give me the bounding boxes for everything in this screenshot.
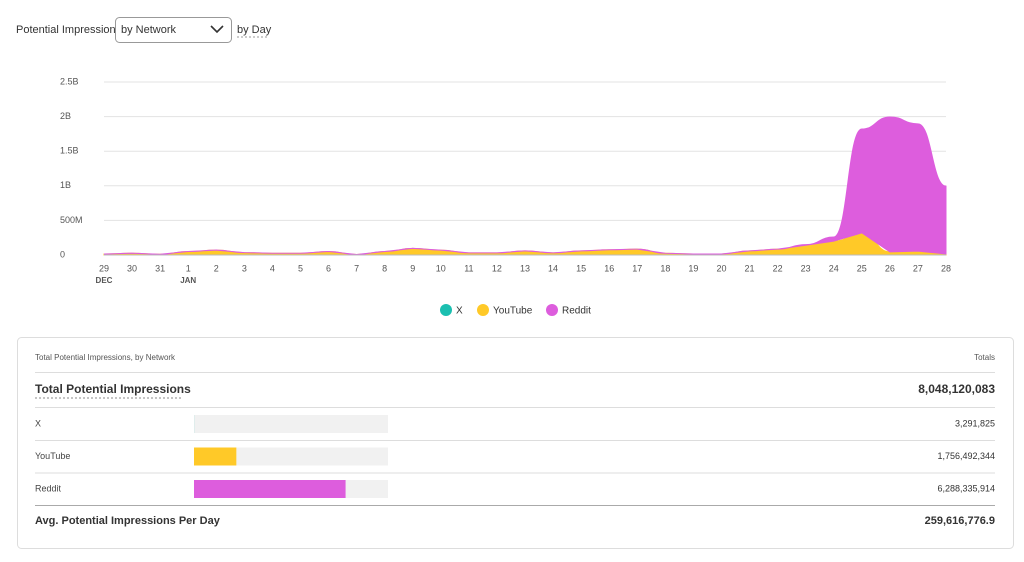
y-tick-label: 0 <box>60 249 65 259</box>
x-tick-label: 26 <box>885 263 895 273</box>
x-tick-label: 30 <box>127 263 137 273</box>
x-tick-label: 5 <box>298 263 303 273</box>
legend-label: X <box>456 306 463 317</box>
bar <box>194 480 346 498</box>
legend-swatch <box>440 304 452 316</box>
x-tick-label: 10 <box>436 263 446 273</box>
y-tick-label: 2.5B <box>60 76 79 86</box>
select-value[interactable]: by Network <box>121 24 177 36</box>
total-label[interactable]: Total Potential Impressions <box>35 382 191 396</box>
x-tick-label: 28 <box>941 263 951 273</box>
average-label: Avg. Potential Impressions Per Day <box>35 515 221 527</box>
x-tick-label: 19 <box>688 263 698 273</box>
x-tick-label: 17 <box>632 263 642 273</box>
legend-swatch <box>546 304 558 316</box>
x-tick-label: 1 <box>186 263 191 273</box>
y-tick-label: 1.5B <box>60 146 79 156</box>
x-tick-label: 6 <box>326 263 331 273</box>
x-month-label: JAN <box>180 276 196 285</box>
x-tick-label: 27 <box>913 263 923 273</box>
x-tick-label: 16 <box>604 263 614 273</box>
legend-label: Reddit <box>562 306 591 317</box>
y-tick-label: 2B <box>60 111 71 121</box>
x-tick-label: 20 <box>716 263 726 273</box>
x-tick-label: 2 <box>214 263 219 273</box>
row-label: X <box>35 418 41 428</box>
row-value: 1,756,492,344 <box>937 451 995 461</box>
x-month-label: DEC <box>96 276 113 285</box>
x-tick-label: 3 <box>242 263 247 273</box>
row-value: 3,291,825 <box>955 418 995 428</box>
total-value: 8,048,120,083 <box>918 382 995 396</box>
x-tick-label: 25 <box>857 263 867 273</box>
legend-swatch <box>477 304 489 316</box>
legend-label: YouTube <box>493 306 533 317</box>
x-tick-label: 23 <box>801 263 811 273</box>
period-toggle[interactable]: by Day <box>237 24 272 36</box>
x-tick-label: 18 <box>660 263 670 273</box>
row-label: YouTube <box>35 451 70 461</box>
row-value: 6,288,335,914 <box>937 483 995 493</box>
x-tick-label: 8 <box>382 263 387 273</box>
x-tick-label: 7 <box>354 263 359 273</box>
y-tick-label: 1B <box>60 180 71 190</box>
bar-track <box>194 415 388 433</box>
table-title: Total Potential Impressions, by Network <box>35 353 176 362</box>
x-tick-label: 13 <box>520 263 530 273</box>
bar <box>194 448 236 466</box>
x-tick-label: 29 <box>99 263 109 273</box>
x-tick-label: 14 <box>548 263 558 273</box>
x-tick-label: 21 <box>745 263 755 273</box>
row-label: Reddit <box>35 483 62 493</box>
average-value: 259,616,776.9 <box>925 515 995 527</box>
x-tick-label: 12 <box>492 263 502 273</box>
x-tick-label: 24 <box>829 263 839 273</box>
x-tick-label: 15 <box>576 263 586 273</box>
x-tick-label: 22 <box>773 263 783 273</box>
x-tick-label: 9 <box>410 263 415 273</box>
x-tick-label: 11 <box>464 263 473 273</box>
x-tick-label: 4 <box>270 263 275 273</box>
totals-header: Totals <box>974 353 995 362</box>
metric-label: Potential Impressions <box>16 24 122 36</box>
x-tick-label: 31 <box>155 263 165 273</box>
y-tick-label: 500M <box>60 215 83 225</box>
